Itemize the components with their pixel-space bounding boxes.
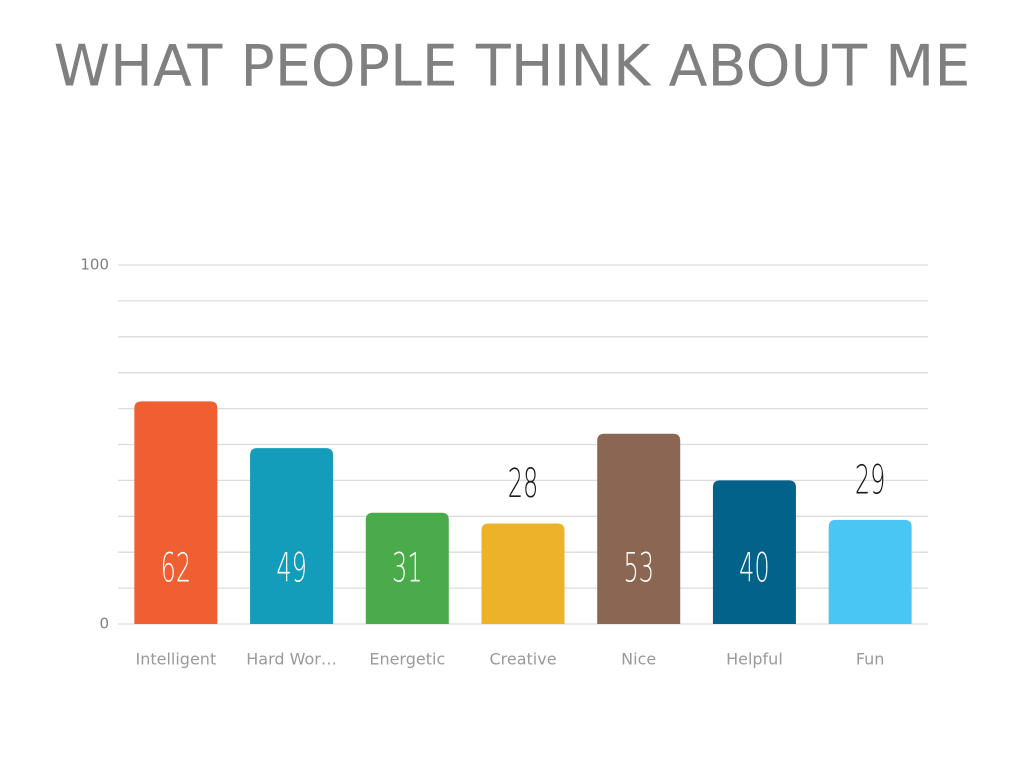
data-label: 29 <box>855 456 886 503</box>
data-label: 53 <box>623 544 654 591</box>
x-tick-label: Creative <box>489 650 556 669</box>
bar <box>712 480 796 624</box>
bar <box>365 512 449 624</box>
bar <box>134 401 218 624</box>
bar <box>828 519 912 624</box>
x-tick-label: Intelligent <box>135 650 216 669</box>
data-label: 31 <box>392 544 423 591</box>
chart-title: WHAT PEOPLE THINK ABOUT ME <box>54 34 971 100</box>
x-tick-label: Fun <box>856 650 885 669</box>
x-tick-label: Nice <box>621 650 656 669</box>
data-label: 28 <box>508 459 539 506</box>
bar <box>250 448 334 624</box>
data-label: 62 <box>161 544 192 591</box>
data-label: 40 <box>739 544 770 591</box>
bar <box>481 523 565 624</box>
data-label: 49 <box>276 544 307 591</box>
y-tick-label: 100 <box>80 256 109 274</box>
x-tick-label: Helpful <box>726 650 783 669</box>
bar <box>597 433 681 624</box>
x-tick-label: Energetic <box>369 650 445 669</box>
y-tick-label: 0 <box>99 615 109 633</box>
x-tick-label: Hard Wor… <box>246 650 337 669</box>
